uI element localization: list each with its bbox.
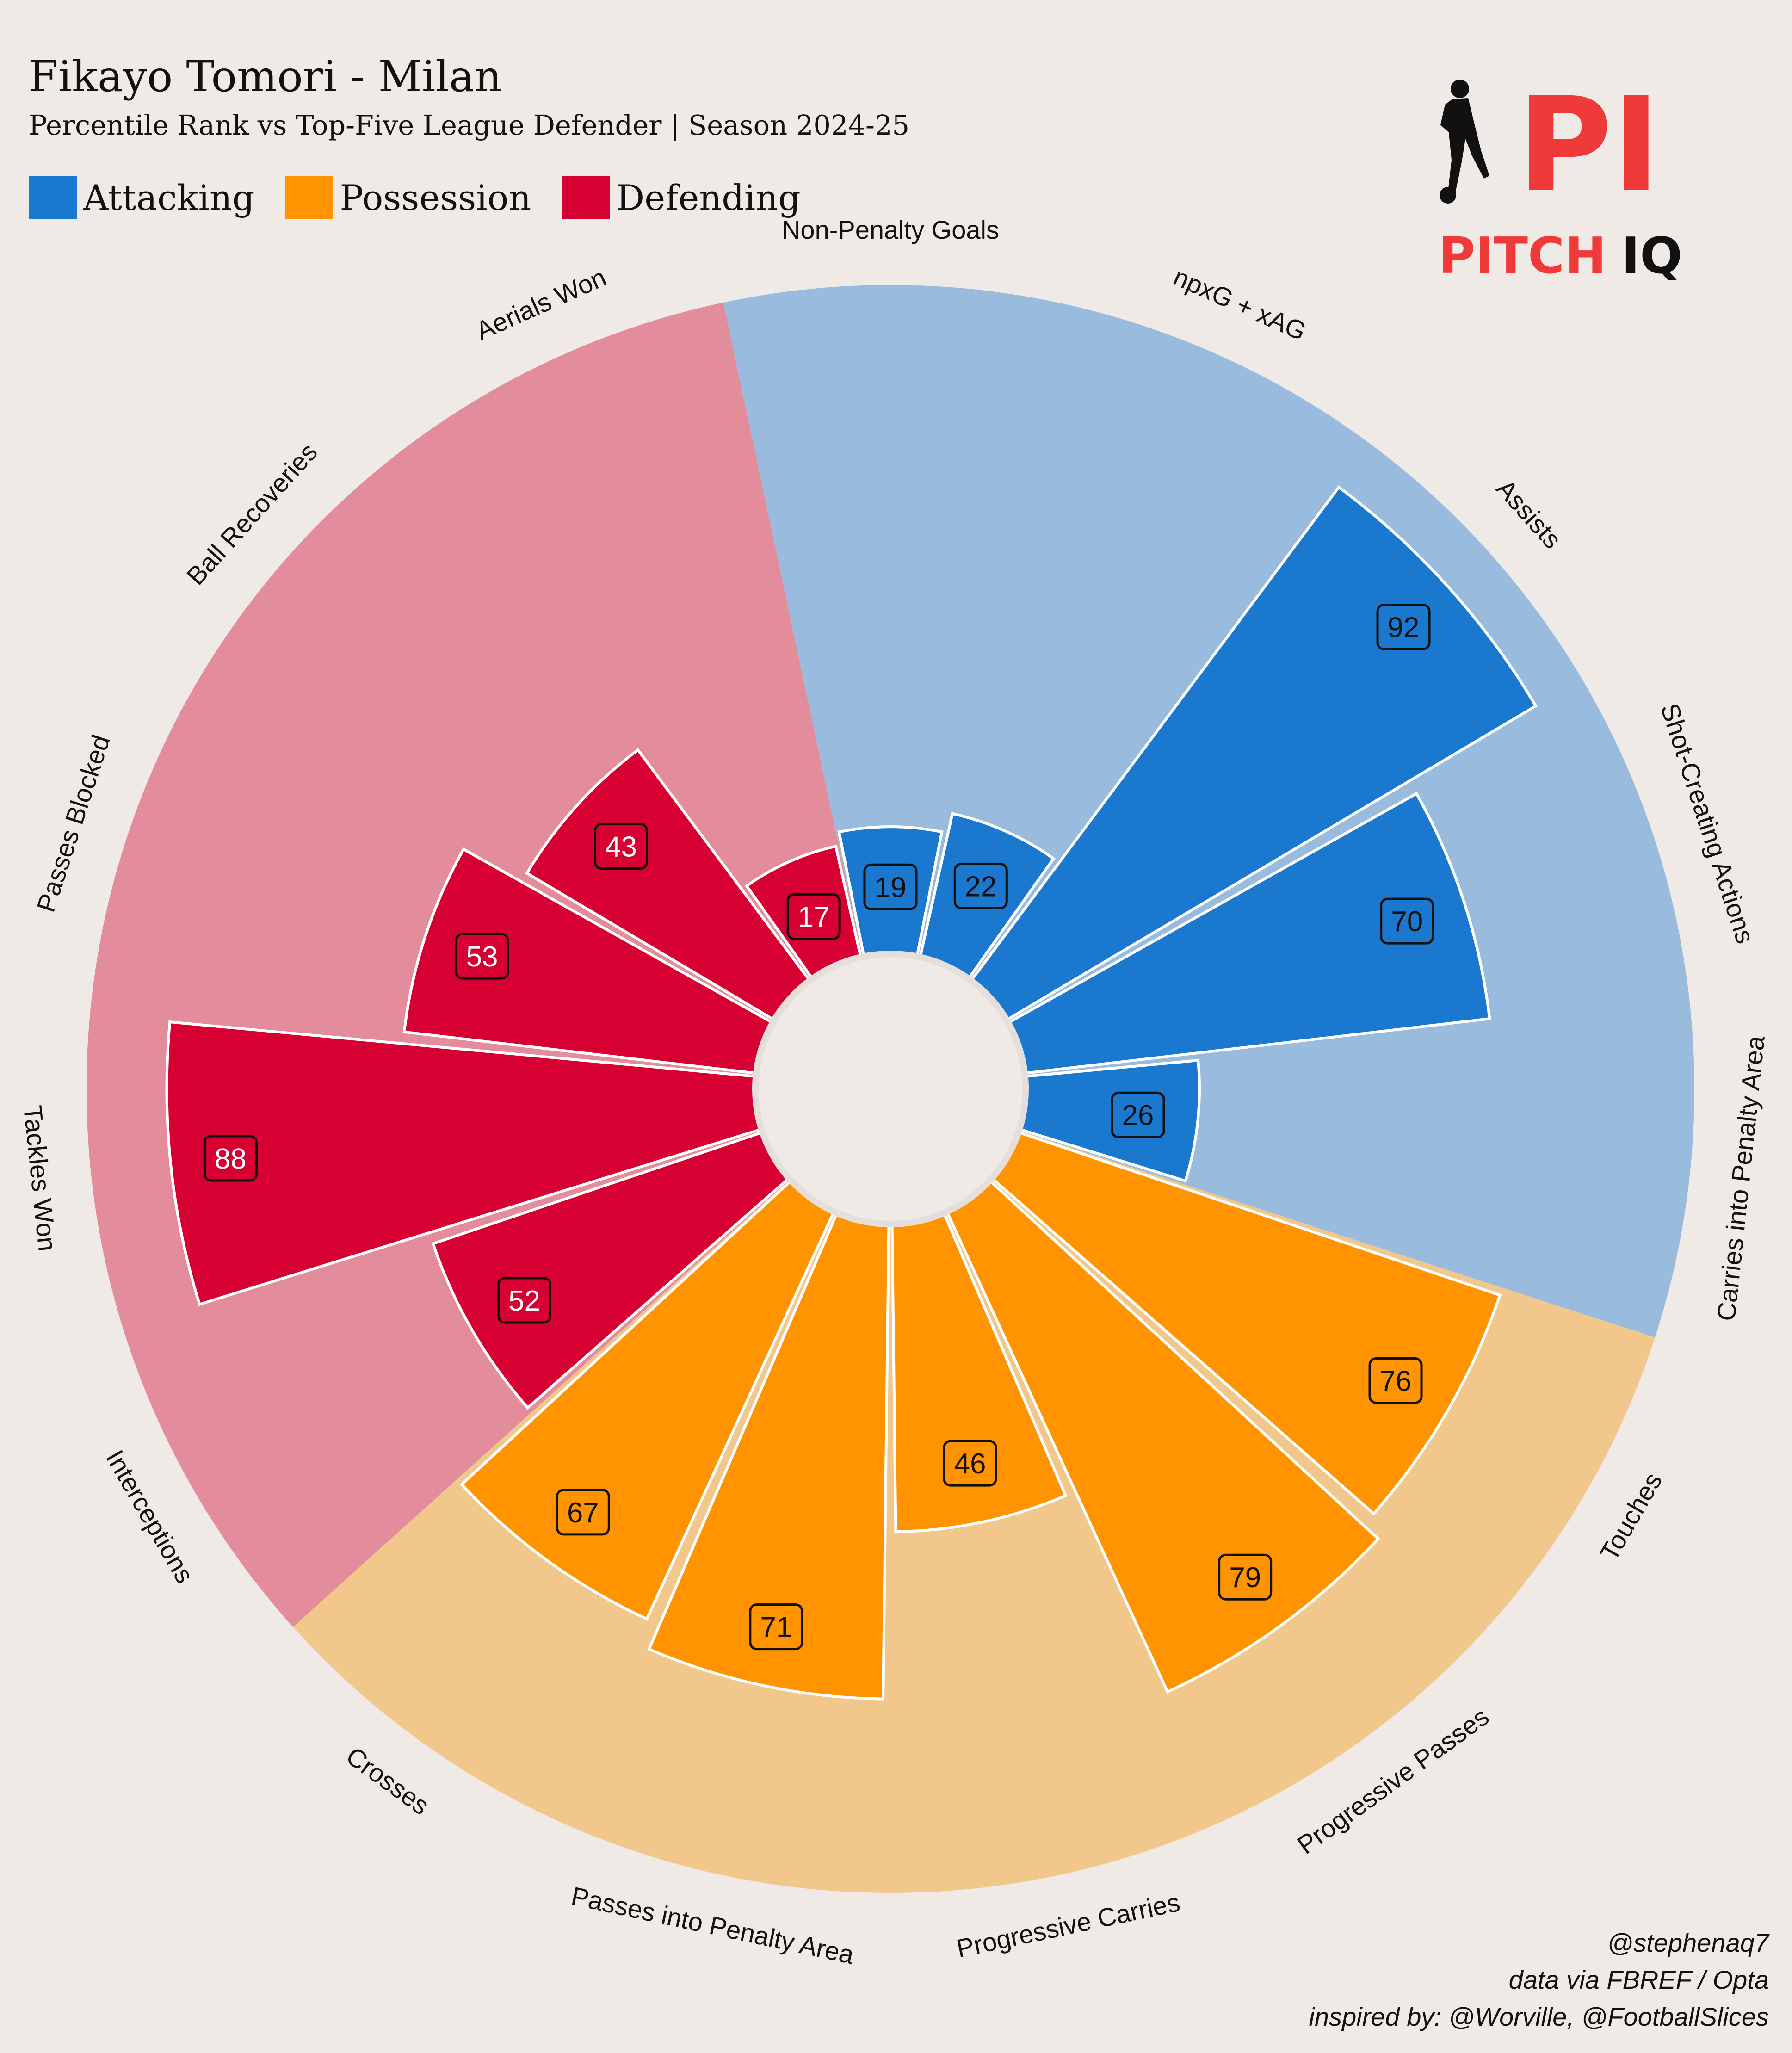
value-label-passes-blocked: 53 xyxy=(455,933,509,980)
value-text-progressive-carries: 46 xyxy=(954,1448,986,1480)
value-label-assists: 92 xyxy=(1376,603,1431,650)
value-box-carries-into-penalty-area xyxy=(1111,1091,1165,1138)
footer-credits: @stephenaq7 data via FBREF / Opta inspir… xyxy=(1309,1924,1769,2035)
legend-label-defending: Defending xyxy=(616,177,801,218)
category-label-carries-into-penalty-area: Carries into Penalty Area xyxy=(1711,1034,1770,1322)
legend: Attacking Possession Defending xyxy=(29,176,831,219)
value-box-interceptions xyxy=(497,1277,552,1324)
value-label-interceptions: 52 xyxy=(497,1277,552,1324)
value-box-ball-recoveries xyxy=(594,823,649,870)
value-box-passes-blocked xyxy=(455,933,509,980)
value-box-aerials-won xyxy=(786,893,841,940)
value-label-tackles-won: 88 xyxy=(203,1135,258,1182)
legend-swatch-possession xyxy=(285,176,334,219)
pitch-iq-logo: PI PITCH IQ xyxy=(1439,70,1682,282)
legend-item-defending: Defending xyxy=(562,176,801,219)
category-label-progressive-carries: Progressive Carries xyxy=(954,1887,1182,1963)
value-text-carries-into-penalty-area: 26 xyxy=(1122,1100,1154,1132)
value-label-carries-into-penalty-area: 26 xyxy=(1111,1091,1165,1138)
footer-handle: @stephenaq7 xyxy=(1607,1928,1769,1957)
value-text-passes-into-penalty-area: 71 xyxy=(760,1612,792,1644)
category-label-assists: Assists xyxy=(1491,474,1567,554)
value-text-npxg-xag: 22 xyxy=(965,871,997,903)
category-label-passes-into-penalty-area: Passes into Penalty Area xyxy=(569,1881,857,1969)
value-box-non-penalty-goals xyxy=(863,863,918,910)
logo-word-pitch: PITCH xyxy=(1439,227,1607,282)
legend-label-possession: Possession xyxy=(340,177,531,218)
value-text-passes-blocked: 53 xyxy=(466,941,498,973)
category-label-non-penalty-goals: Non-Penalty Goals xyxy=(782,215,999,244)
value-label-non-penalty-goals: 19 xyxy=(863,863,918,910)
value-label-npxg-xag: 22 xyxy=(953,862,1008,909)
category-label-aerials-won: Aerials Won xyxy=(471,262,610,346)
legend-item-attacking: Attacking xyxy=(29,176,254,219)
category-label-npxg-xag: npxG + xAG xyxy=(1169,262,1311,346)
value-label-touches: 76 xyxy=(1368,1357,1423,1404)
value-text-progressive-passes: 79 xyxy=(1229,1562,1261,1594)
value-box-shot-creating-actions xyxy=(1380,897,1434,945)
logo-mark: PI xyxy=(1517,70,1660,221)
value-label-aerials-won: 17 xyxy=(786,893,841,940)
legend-swatch-attacking xyxy=(29,176,77,219)
value-text-touches: 76 xyxy=(1380,1365,1412,1397)
category-label-crosses: Crosses xyxy=(341,1741,435,1820)
category-label-touches: Touches xyxy=(1594,1467,1668,1565)
value-label-progressive-passes: 79 xyxy=(1218,1553,1273,1601)
value-box-tackles-won xyxy=(203,1135,258,1182)
footballer-silhouette-icon xyxy=(1440,80,1489,204)
category-label-tackles-won: Tackles Won xyxy=(18,1104,62,1253)
legend-swatch-defending xyxy=(562,176,610,219)
center-hub xyxy=(752,951,1029,1227)
value-text-non-penalty-goals: 19 xyxy=(875,872,907,903)
legend-label-attacking: Attacking xyxy=(83,177,255,218)
value-box-passes-into-penalty-area xyxy=(749,1603,803,1651)
value-text-interceptions: 52 xyxy=(508,1285,540,1317)
value-text-shot-creating-actions: 70 xyxy=(1391,906,1423,938)
chart-title: Fikayo Tomori - Milan xyxy=(29,52,502,101)
value-box-npxg-xag xyxy=(953,862,1008,909)
value-text-ball-recoveries: 43 xyxy=(605,831,637,863)
footer-source: data via FBREF / Opta xyxy=(1508,1965,1769,1994)
logo-word-iq: IQ xyxy=(1621,227,1682,282)
value-label-passes-into-penalty-area: 71 xyxy=(749,1603,803,1651)
value-box-touches xyxy=(1368,1357,1423,1404)
footer-inspiration: inspired by: @Worville, @FootballSlices xyxy=(1309,2002,1769,2031)
legend-item-possession: Possession xyxy=(285,176,531,219)
category-label-passes-blocked: Passes Blocked xyxy=(31,731,116,915)
value-box-assists xyxy=(1376,603,1431,650)
value-label-progressive-carries: 46 xyxy=(943,1440,997,1487)
value-box-progressive-passes xyxy=(1218,1553,1273,1601)
value-text-assists: 92 xyxy=(1388,612,1420,643)
chart-subtitle: Percentile Rank vs Top-Five League Defen… xyxy=(29,109,910,141)
value-text-aerials-won: 17 xyxy=(798,901,830,933)
value-text-crosses: 67 xyxy=(567,1497,599,1529)
value-label-crosses: 67 xyxy=(556,1489,610,1536)
value-box-progressive-carries xyxy=(943,1440,997,1487)
value-text-tackles-won: 88 xyxy=(215,1143,247,1175)
value-box-crosses xyxy=(556,1489,610,1536)
value-labels: 19 22 92 70 26 76 79 46 71 67 52 88 53 43 17 xyxy=(203,603,1434,1651)
value-label-shot-creating-actions: 70 xyxy=(1380,897,1434,945)
value-label-ball-recoveries: 43 xyxy=(594,823,649,870)
